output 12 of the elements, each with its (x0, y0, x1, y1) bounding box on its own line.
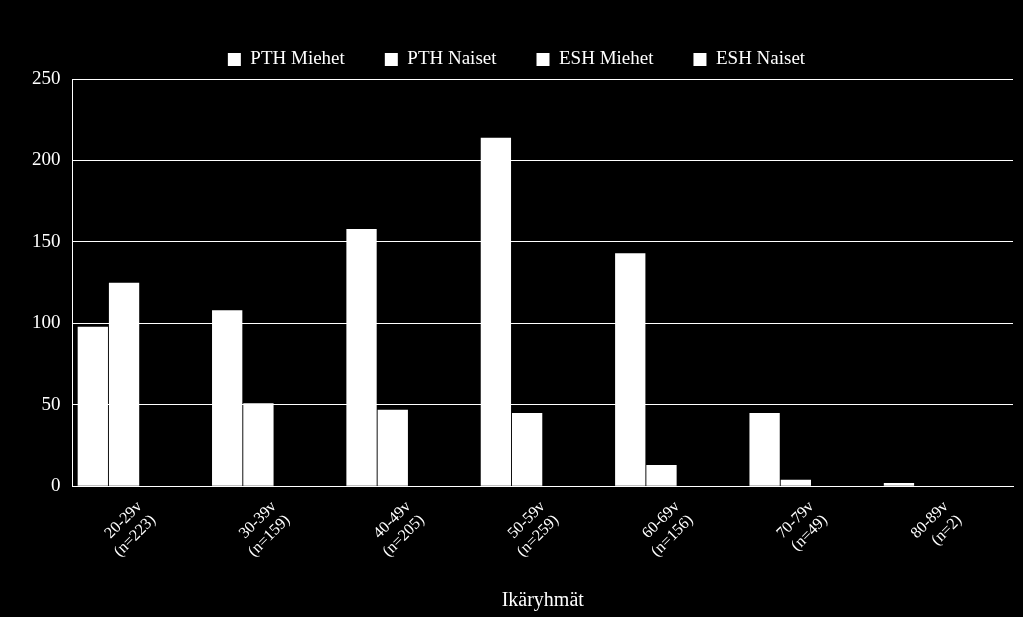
legend-label: PTH Naiset (407, 47, 498, 69)
x-axis-title: Ikäryhmät (501, 588, 585, 612)
legend-label: ESH Naiset (715, 47, 806, 69)
y-tick-label: 0 (51, 474, 61, 496)
y-tick-label: 100 (32, 311, 61, 333)
y-tick-label: 150 (32, 229, 61, 251)
legend-label: ESH Miehet (559, 47, 655, 69)
y-tick-label: 200 (32, 148, 61, 170)
bar (883, 483, 915, 486)
y-tick-label: 250 (32, 66, 61, 88)
y-tick-label: 50 (41, 392, 61, 414)
legend-label: PTH Miehet (250, 47, 346, 69)
